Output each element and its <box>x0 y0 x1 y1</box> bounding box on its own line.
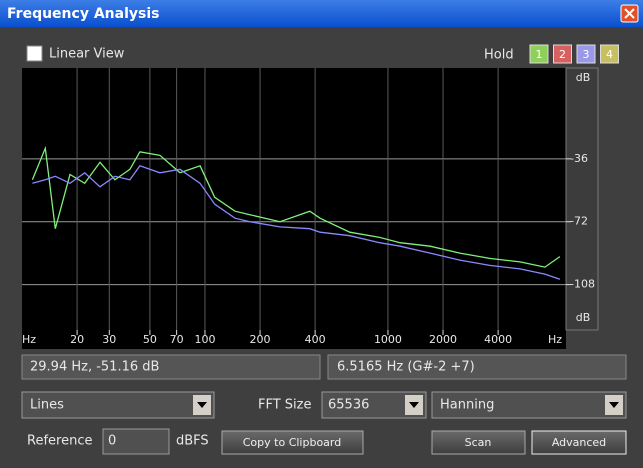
peak-field <box>327 354 627 380</box>
hold-button-label: 3 <box>583 48 590 61</box>
hold-label: Hold <box>484 48 514 63</box>
cursor-text: 29.94 Hz, -51.16 dB <box>30 360 159 375</box>
x-tick-label: 20 <box>70 333 84 346</box>
x-tick-label: 1000 <box>374 333 402 346</box>
spectrum-line <box>32 165 561 280</box>
algorithm-dropdown[interactable] <box>21 391 215 419</box>
reference-input[interactable] <box>102 428 170 455</box>
hold-button-label: 4 <box>606 48 613 61</box>
window-title: Frequency Analysis <box>7 6 159 22</box>
arrow-icon <box>609 402 619 408</box>
y-axis-panel <box>565 67 599 331</box>
arrow-icon <box>197 402 207 408</box>
x-unit-left: Hz <box>22 333 36 346</box>
copy-button[interactable] <box>221 430 364 455</box>
window-value: Hanning <box>440 398 494 413</box>
x-unit-right: Hz <box>548 333 562 346</box>
y-tick-label: -36 <box>570 152 588 165</box>
advanced-label: Advanced <box>552 436 606 449</box>
close-icon <box>624 8 635 19</box>
plot-area <box>22 68 566 349</box>
window-dropdown[interactable] <box>431 391 627 419</box>
x-tick-label: 4000 <box>484 333 512 346</box>
cursor-field <box>21 354 321 380</box>
x-tick-label: 70 <box>170 333 184 346</box>
x-tick-label: 50 <box>143 333 157 346</box>
hold-button[interactable] <box>529 44 549 64</box>
hold-button[interactable] <box>576 44 596 64</box>
x-tick-label: 200 <box>250 333 271 346</box>
reference-label: Reference <box>27 434 92 449</box>
copy-label: Copy to Clipboard <box>243 436 341 449</box>
hold-button[interactable] <box>600 44 619 64</box>
fft-size-label: FFT Size <box>258 398 312 413</box>
x-tick-label: 2000 <box>429 333 457 346</box>
scan-label: Scan <box>465 436 492 449</box>
y-tick-label: -108 <box>570 278 595 291</box>
advanced-button[interactable] <box>531 430 627 455</box>
hold-button-label: 2 <box>559 48 566 61</box>
peak-text: 6.5165 Hz (G#-2 +7) <box>337 360 475 375</box>
spectrum-line <box>31 145 561 268</box>
algorithm-value: Lines <box>30 398 64 413</box>
scan-button[interactable] <box>431 430 526 455</box>
reference-value: 0 <box>108 434 116 449</box>
hold-button-label: 1 <box>536 48 543 61</box>
y-unit-bottom: dB <box>576 311 591 324</box>
hold-button[interactable] <box>553 44 572 64</box>
y-tick-label: -72 <box>570 215 588 228</box>
fft-size-value: 65536 <box>328 398 369 413</box>
x-tick-label: 400 <box>305 333 326 346</box>
x-tick-label: 100 <box>194 333 215 346</box>
title-bar <box>0 0 643 27</box>
dbfs-label: dBFS <box>176 434 209 449</box>
y-unit-top: dB <box>576 71 591 84</box>
linear-view-checkbox[interactable] <box>26 45 43 62</box>
arrow-icon <box>409 402 419 408</box>
x-tick-label: 30 <box>102 333 116 346</box>
linear-view-label: Linear View <box>49 47 125 62</box>
